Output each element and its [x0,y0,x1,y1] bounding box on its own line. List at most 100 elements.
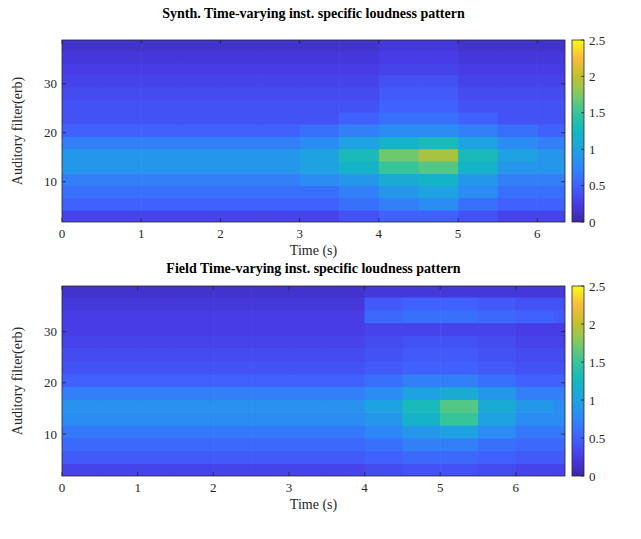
colorbar-tick-label: 1.5 [589,105,605,120]
cell [402,361,440,374]
cell [516,297,554,310]
x-tick-label: 6 [534,226,541,241]
y-axis-title: Auditory filter(erb) [10,76,26,185]
cell [418,198,458,211]
cell [498,136,538,149]
cell [102,51,142,64]
cell [102,149,142,162]
cell [181,51,221,64]
cell [102,75,142,88]
x-tick-label: 1 [138,226,145,241]
cell [138,323,176,336]
cell [478,412,516,425]
cell [516,323,554,336]
cell [365,361,403,374]
cell [537,161,565,174]
cell [260,40,300,51]
cell [181,173,221,186]
cell [62,198,102,211]
cell [478,425,516,438]
cell [339,124,379,137]
x-tick [299,218,300,222]
colorbar-tick-label: 1 [589,393,596,408]
cell [138,286,176,298]
x-tick [62,472,63,476]
cell [365,310,403,323]
cell [402,310,440,323]
cell [181,124,221,137]
x-tick [364,472,365,476]
cell [440,323,478,336]
cell [175,335,213,348]
cell [138,425,176,438]
cell [327,451,365,464]
cell [175,323,213,336]
y-tick [561,181,565,182]
cell [141,87,181,100]
cell [516,451,554,464]
cell [458,124,498,137]
cell [141,136,181,149]
cell [537,124,565,137]
x-tick-label: 2 [217,226,224,241]
cell [498,198,538,211]
colorbar-tick [581,185,584,186]
cell [478,335,516,348]
cell [220,100,260,113]
cell [102,161,142,174]
colorbar-tick-label: 2 [589,317,596,332]
cell [516,387,554,400]
x-tick [378,40,379,44]
x-tick [288,472,289,476]
cell [300,136,340,149]
cell [537,173,565,186]
cell [289,412,327,425]
cell [554,310,565,323]
cell [62,438,100,451]
colorbar-tick-label: 0.5 [589,431,605,446]
cell [62,136,102,149]
x-tick-label: 4 [361,480,368,495]
y-tick [561,434,565,435]
cell [138,451,176,464]
cell [100,425,138,438]
cell [213,361,251,374]
cell [365,335,403,348]
cell [537,185,565,198]
cell [458,112,498,125]
cell [300,198,340,211]
cell [418,40,458,51]
x-tick [537,218,538,222]
cell [175,297,213,310]
cell [213,412,251,425]
cell [251,387,289,400]
cell [102,210,142,222]
cell [175,399,213,412]
cell [289,335,327,348]
cell [516,348,554,361]
y-tick-label: 10 [44,427,57,442]
cell [478,374,516,387]
cell [102,136,142,149]
cell [300,161,340,174]
cell [300,124,340,137]
cell [138,412,176,425]
cell [554,412,565,425]
colorbar-tick [581,400,584,401]
cell [365,297,403,310]
cell [138,463,176,476]
cell [141,173,181,186]
cell [102,63,142,76]
cell [300,100,340,113]
cell [537,40,565,51]
cell [418,136,458,149]
y-tick-label: 30 [44,76,57,91]
cell [498,75,538,88]
cell [213,374,251,387]
cell [498,87,538,100]
cell [260,51,300,64]
cell [418,173,458,186]
cell [516,412,554,425]
cell [379,63,419,76]
cell [289,310,327,323]
